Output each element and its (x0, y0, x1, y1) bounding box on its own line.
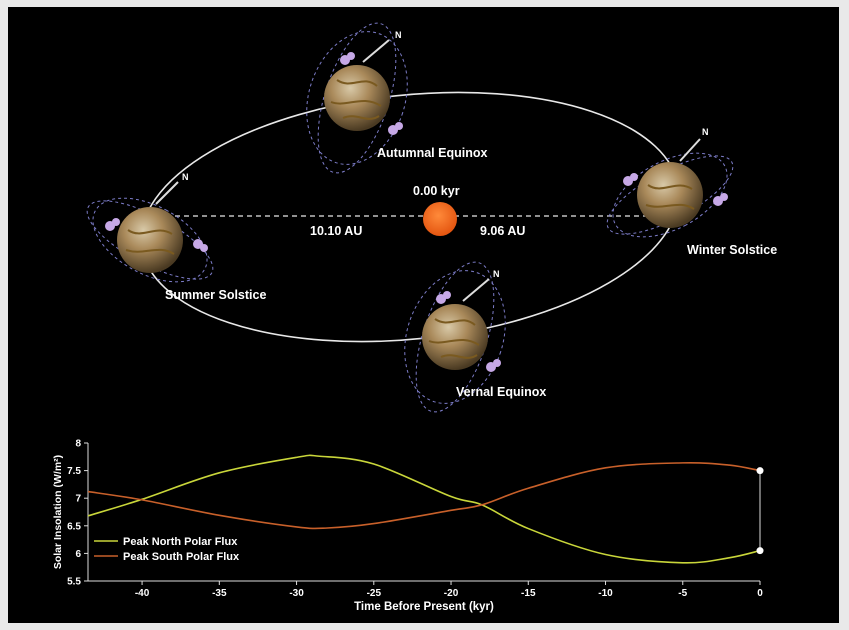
x-axis-label: Time Before Present (kyr) (354, 601, 494, 613)
planet-autumnal: N (306, 22, 408, 174)
current-value-marker (756, 547, 764, 555)
y-tick-label: 8 (75, 439, 81, 450)
insolation-chart: -40 -35 -30 -25 -20 -15 -10 -5 0 5.5 6 6.5 7 7.5 8 Tim… (52, 439, 764, 613)
y-tick-label: 5.5 (67, 577, 81, 588)
x-tick-label: -40 (135, 588, 150, 599)
x-tick-label: -10 (598, 588, 613, 599)
legend-label-0: Peak North Polar Flux (123, 536, 238, 548)
right-distance-label: 9.06 AU (480, 224, 526, 238)
x-tick-label: -25 (367, 588, 382, 599)
chart-series (87, 454, 761, 564)
sun (423, 202, 457, 236)
x-tick-label: -35 (212, 588, 227, 599)
svg-text:N: N (182, 172, 189, 182)
x-tick-label: -30 (289, 588, 304, 599)
planet-summer: N (86, 172, 214, 283)
summer-solstice-label: Summer Solstice (165, 288, 267, 302)
svg-text:N: N (493, 269, 500, 279)
planet-vernal: N (404, 261, 506, 413)
x-tick-label: -5 (678, 588, 687, 599)
x-tick-label: -15 (521, 588, 536, 599)
time-label: 0.00 kyr (413, 184, 460, 198)
chart-legend: Peak North Polar Flux Peak South Polar Fl… (94, 536, 240, 563)
y-tick-label: 7 (75, 494, 81, 505)
orbit-path (140, 91, 680, 343)
autumnal-equinox-label: Autumnal Equinox (377, 146, 488, 160)
chart-axes: -40 -35 -30 -25 -20 -15 -10 -5 0 5.5 6 6.5 7 7.5 8 (67, 439, 763, 600)
y-tick-label: 6.5 (67, 521, 81, 532)
x-tick-label: 0 (757, 588, 763, 599)
y-tick-label: 7.5 (67, 466, 81, 477)
y-tick-label: 6 (75, 549, 81, 560)
winter-solstice-label: Winter Solstice (687, 243, 778, 257)
svg-text:N: N (395, 30, 402, 40)
svg-text:N: N (702, 127, 709, 137)
current-value-marker (756, 467, 764, 475)
x-tick-label: -20 (444, 588, 459, 599)
chart-markers (756, 467, 764, 555)
y-axis-label: Solar Insolation (W/m²) (52, 455, 64, 569)
figure-frame: N N N (8, 7, 839, 623)
series-line-0 (87, 454, 761, 564)
vernal-equinox-label: Vernal Equinox (456, 385, 547, 399)
series-line-1 (87, 461, 761, 530)
orbit-diagram: N N N (86, 22, 734, 413)
left-distance-label: 10.10 AU (310, 224, 363, 238)
planet-winter: N (606, 127, 734, 238)
legend-label-1: Peak South Polar Flux (123, 551, 240, 563)
